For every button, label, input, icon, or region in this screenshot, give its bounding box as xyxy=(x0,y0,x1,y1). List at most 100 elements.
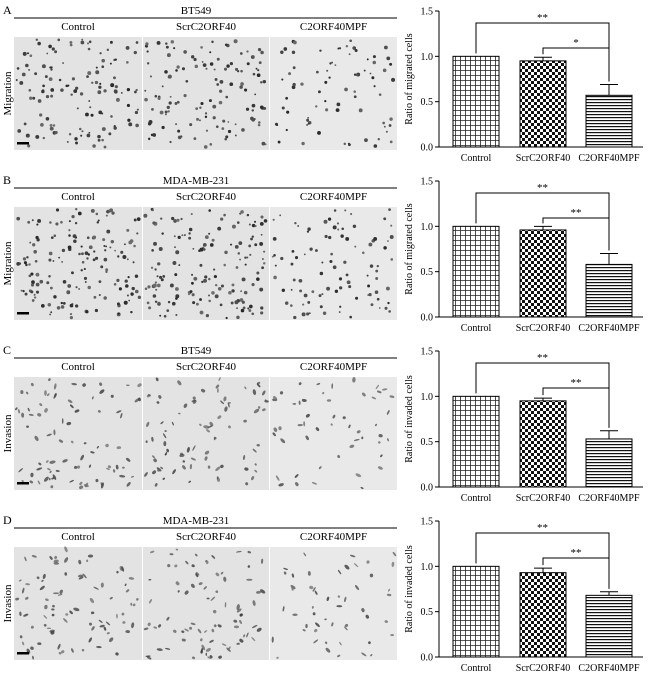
cell xyxy=(188,232,191,235)
cell xyxy=(260,589,266,594)
cell xyxy=(48,378,51,382)
cell xyxy=(166,448,170,453)
cell xyxy=(259,287,264,292)
cell xyxy=(27,220,31,224)
cell xyxy=(224,602,227,608)
cell xyxy=(174,273,178,277)
cell xyxy=(22,257,27,261)
cell xyxy=(95,478,99,483)
cell xyxy=(372,60,377,65)
cell xyxy=(116,446,122,450)
cell xyxy=(233,625,239,629)
cell xyxy=(159,110,164,115)
cell xyxy=(83,276,88,281)
cell xyxy=(301,398,307,402)
cell xyxy=(105,245,107,248)
y-tick-label: 1.5 xyxy=(421,517,434,528)
cell xyxy=(99,382,103,386)
cell xyxy=(31,299,35,302)
cell xyxy=(32,655,34,660)
cell xyxy=(167,110,170,113)
panel-c: C BT549 Control ScrC2ORF40 C2ORF40MPF Invasio… xyxy=(2,343,643,504)
cell xyxy=(58,439,64,443)
cell xyxy=(114,249,117,252)
cell xyxy=(305,413,310,418)
cell xyxy=(146,421,150,428)
cell xyxy=(203,586,207,590)
cell xyxy=(33,293,36,296)
cell xyxy=(256,444,260,447)
cell xyxy=(42,573,46,579)
cell xyxy=(334,289,339,293)
cell xyxy=(164,70,168,74)
cell xyxy=(173,629,177,633)
cell xyxy=(19,635,23,639)
cell xyxy=(77,574,84,578)
cell xyxy=(119,474,126,478)
cell xyxy=(81,38,84,41)
cell xyxy=(60,301,64,305)
cell xyxy=(211,40,214,44)
cell xyxy=(343,142,346,146)
cell xyxy=(89,622,93,626)
cell xyxy=(349,444,355,448)
cell xyxy=(89,597,95,604)
cell xyxy=(314,249,318,252)
cell xyxy=(69,313,73,316)
cell xyxy=(389,395,395,398)
cell xyxy=(152,294,157,298)
cell xyxy=(241,300,245,304)
panel-letter: A xyxy=(3,3,12,17)
cell xyxy=(21,72,26,77)
cell xyxy=(43,624,47,627)
cell xyxy=(227,402,231,404)
cell xyxy=(353,563,359,568)
cell xyxy=(34,435,39,442)
cell xyxy=(261,558,264,564)
cell xyxy=(115,652,119,656)
cell xyxy=(165,647,171,650)
condition-label: ScrC2ORF40 xyxy=(176,191,236,203)
cell xyxy=(275,475,280,481)
cell xyxy=(272,218,275,221)
cell xyxy=(90,611,95,615)
cell xyxy=(316,70,319,74)
cell xyxy=(181,67,186,71)
cell xyxy=(98,280,102,284)
cell xyxy=(30,272,34,276)
cell xyxy=(150,266,154,269)
cell xyxy=(223,576,227,582)
panel-a: A BT549 Control ScrC2ORF40 C2ORF40MPF Migrati… xyxy=(2,3,643,164)
cell xyxy=(28,88,32,92)
cell xyxy=(86,559,89,563)
cell xyxy=(261,257,264,260)
cell xyxy=(301,141,305,146)
cell xyxy=(386,410,390,415)
cell xyxy=(109,62,112,65)
cell xyxy=(291,250,295,253)
cell xyxy=(353,95,357,99)
cell xyxy=(324,234,328,239)
cell xyxy=(276,124,279,126)
cell xyxy=(197,628,202,634)
cell xyxy=(121,566,125,572)
cell xyxy=(54,130,58,135)
cell xyxy=(353,438,360,442)
cell xyxy=(65,84,68,88)
cell xyxy=(157,262,161,266)
cell xyxy=(144,287,148,291)
cell xyxy=(35,134,40,139)
cell xyxy=(148,599,153,604)
cell xyxy=(114,89,118,94)
cell xyxy=(216,57,220,61)
cell xyxy=(177,129,181,133)
cell xyxy=(206,597,210,600)
cell xyxy=(48,251,53,256)
cell xyxy=(125,630,131,634)
cell xyxy=(337,595,341,598)
cell xyxy=(247,307,250,310)
cell xyxy=(234,67,239,71)
cell xyxy=(80,134,83,137)
cell xyxy=(51,613,55,617)
cell xyxy=(62,459,68,463)
